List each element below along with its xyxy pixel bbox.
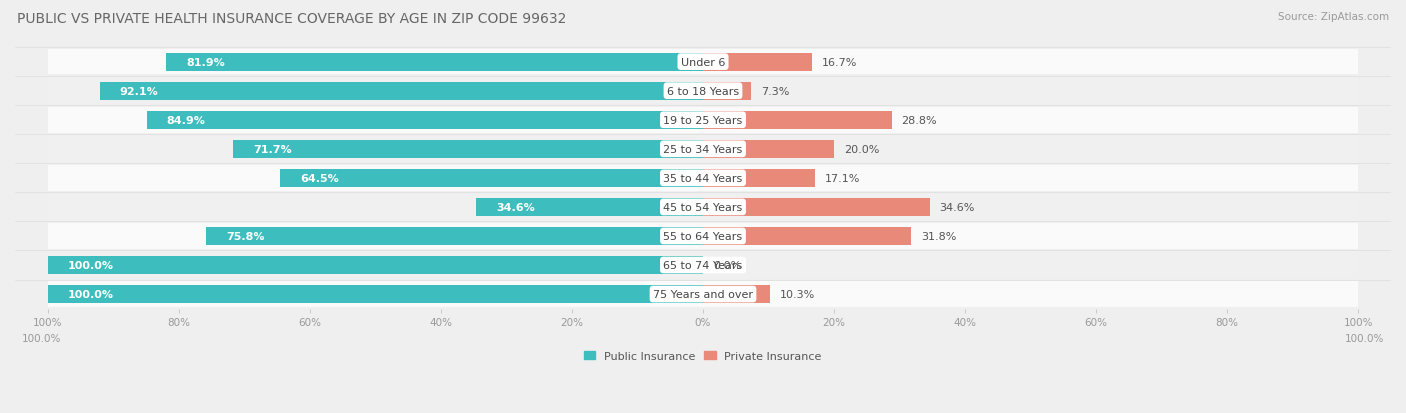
Bar: [703, 228, 911, 245]
Text: 25 to 34 Years: 25 to 34 Years: [664, 145, 742, 154]
Bar: [703, 198, 929, 216]
Text: 65 to 74 Years: 65 to 74 Years: [664, 260, 742, 271]
Text: 64.5%: 64.5%: [299, 173, 339, 183]
Bar: [166, 54, 703, 71]
Bar: [703, 169, 815, 188]
Text: 34.6%: 34.6%: [939, 202, 974, 212]
Text: 34.6%: 34.6%: [496, 202, 534, 212]
Bar: [48, 50, 1358, 75]
Text: 81.9%: 81.9%: [186, 57, 225, 67]
Text: 45 to 54 Years: 45 to 54 Years: [664, 202, 742, 212]
Text: 100.0%: 100.0%: [1346, 333, 1385, 344]
Text: 71.7%: 71.7%: [253, 145, 291, 154]
Bar: [48, 282, 1358, 307]
Text: 100.0%: 100.0%: [21, 333, 60, 344]
Text: PUBLIC VS PRIVATE HEALTH INSURANCE COVERAGE BY AGE IN ZIP CODE 99632: PUBLIC VS PRIVATE HEALTH INSURANCE COVER…: [17, 12, 567, 26]
Bar: [48, 195, 1358, 220]
Bar: [48, 285, 703, 303]
Text: 19 to 25 Years: 19 to 25 Years: [664, 116, 742, 126]
Text: Under 6: Under 6: [681, 57, 725, 67]
Bar: [280, 169, 703, 188]
Bar: [48, 108, 1358, 133]
Bar: [146, 112, 703, 129]
Text: 17.1%: 17.1%: [825, 173, 860, 183]
Bar: [48, 223, 1358, 249]
Bar: [48, 253, 1358, 278]
Bar: [207, 228, 703, 245]
Text: 84.9%: 84.9%: [166, 116, 205, 126]
Text: 10.3%: 10.3%: [780, 290, 815, 299]
Bar: [100, 83, 703, 100]
Bar: [233, 140, 703, 159]
Bar: [48, 166, 1358, 191]
Text: 0.0%: 0.0%: [713, 260, 741, 271]
Bar: [48, 79, 1358, 104]
Bar: [703, 112, 891, 129]
Text: 6 to 18 Years: 6 to 18 Years: [666, 86, 740, 97]
Bar: [703, 54, 813, 71]
Text: 92.1%: 92.1%: [120, 86, 157, 97]
Text: 31.8%: 31.8%: [921, 231, 956, 241]
Text: 28.8%: 28.8%: [901, 116, 938, 126]
Bar: [703, 140, 834, 159]
Legend: Public Insurance, Private Insurance: Public Insurance, Private Insurance: [583, 351, 823, 361]
Bar: [477, 198, 703, 216]
Bar: [48, 137, 1358, 162]
Text: 55 to 64 Years: 55 to 64 Years: [664, 231, 742, 241]
Bar: [703, 285, 770, 303]
Bar: [703, 83, 751, 100]
Text: 75 Years and over: 75 Years and over: [652, 290, 754, 299]
Bar: [48, 256, 703, 274]
Text: 20.0%: 20.0%: [844, 145, 879, 154]
Text: 16.7%: 16.7%: [823, 57, 858, 67]
Text: 35 to 44 Years: 35 to 44 Years: [664, 173, 742, 183]
Text: 7.3%: 7.3%: [761, 86, 789, 97]
Text: 75.8%: 75.8%: [226, 231, 264, 241]
Text: 100.0%: 100.0%: [67, 260, 114, 271]
Text: 100.0%: 100.0%: [67, 290, 114, 299]
Text: Source: ZipAtlas.com: Source: ZipAtlas.com: [1278, 12, 1389, 22]
